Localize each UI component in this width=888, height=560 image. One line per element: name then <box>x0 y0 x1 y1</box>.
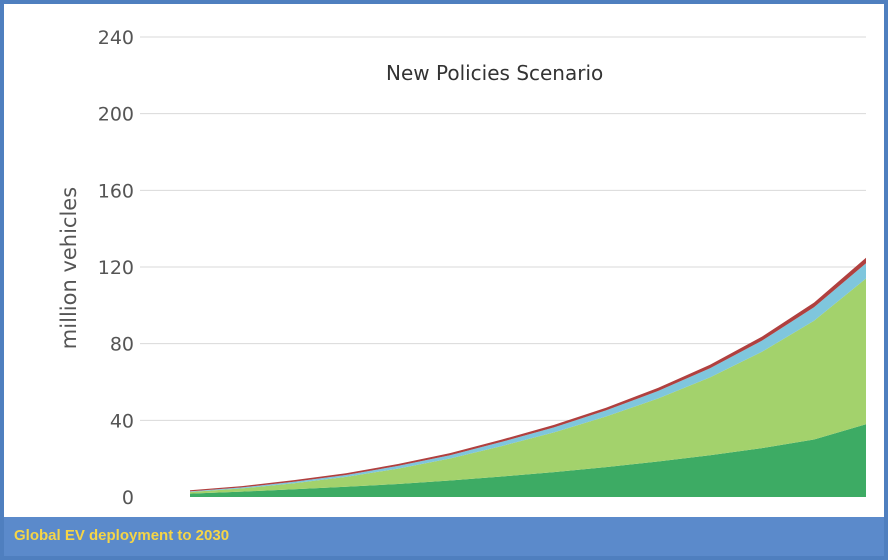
y-tick-labels: 0 40 80 120 160 200 240 <box>98 27 134 509</box>
y-tick-label-160: 160 <box>98 180 134 202</box>
stacked-areas <box>190 257 866 497</box>
y-tick-label-200: 200 <box>98 104 134 126</box>
y-tick-label-120: 120 <box>98 257 134 279</box>
chart-title: New Policies Scenario <box>386 61 603 85</box>
y-tick-label-240: 240 <box>98 27 134 49</box>
figure-caption: Global EV deployment to 2030 <box>14 527 230 544</box>
area-series-1 <box>190 424 866 497</box>
y-tick-label-0: 0 <box>122 487 134 509</box>
area-series-2 <box>190 278 866 494</box>
caption-bar <box>4 517 884 556</box>
y-tick-label-80: 80 <box>110 334 134 356</box>
y-tick-label-40: 40 <box>110 410 134 432</box>
y-axis-title: million vehicles <box>57 187 81 349</box>
